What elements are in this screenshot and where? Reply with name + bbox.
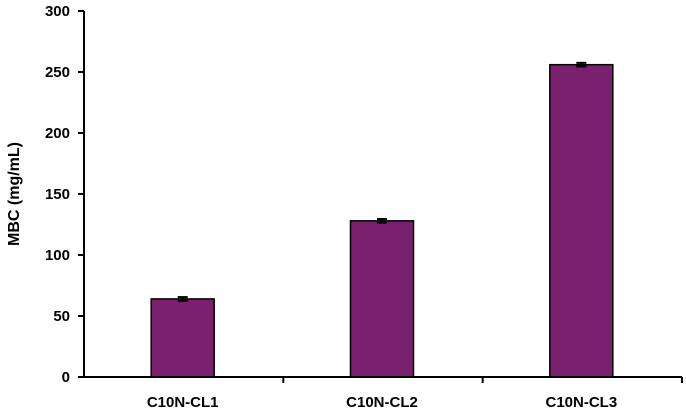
y-axis-title: MBC (mg/mL) xyxy=(6,142,23,246)
y-tick-label: 150 xyxy=(45,186,70,203)
x-category-label: C10N-CL2 xyxy=(346,394,418,411)
y-tick-label: 200 xyxy=(45,125,70,142)
y-ticks-group: 0 50 100 150 200 250 300 xyxy=(45,3,84,386)
error-bars-group xyxy=(177,61,587,302)
x-category-label: C10N-CL1 xyxy=(147,394,219,411)
bar-c10n-cl2 xyxy=(349,220,415,378)
y-tick-label: 100 xyxy=(45,247,70,264)
y-tick-label: 300 xyxy=(45,3,70,20)
y-tick-label: 50 xyxy=(53,308,70,325)
bar-c10n-cl3 xyxy=(549,63,614,378)
bar-c10n-cl1 xyxy=(150,298,215,378)
x-labels-group: C10N-CL1 C10N-CL2 C10N-CL3 xyxy=(147,377,683,411)
y-tick-label: 0 xyxy=(62,369,70,386)
x-category-label: C10N-CL3 xyxy=(545,394,617,411)
y-tick-label: 250 xyxy=(45,64,70,81)
